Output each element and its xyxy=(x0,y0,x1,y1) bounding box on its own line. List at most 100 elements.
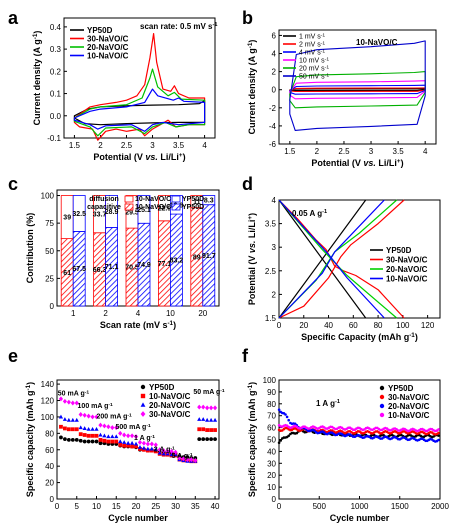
e-point-20-navo-c xyxy=(106,434,111,439)
f-ytick-label: 20 xyxy=(267,471,276,480)
c-ytick-label: 75 xyxy=(45,219,54,228)
e-point-20-navo-c xyxy=(129,440,135,445)
b-xtick-label: 3 xyxy=(369,147,374,156)
e-point-10-navo-c xyxy=(70,427,75,432)
e-point-10-navo-c xyxy=(82,433,87,437)
e-point-20-navo-c xyxy=(94,426,99,431)
b-legend-label-1-mv-s-1: 1 mV s-1 xyxy=(299,32,325,41)
f-y-axis-label: Specific capacity (mAh g-1) xyxy=(247,382,258,497)
e-point-20-navo-c xyxy=(98,432,103,437)
e-point-30-navo-c xyxy=(66,399,71,405)
e-point-30-navo-c xyxy=(209,405,214,411)
e-point-10-navo-c xyxy=(114,439,119,444)
c-bar-yp50d-diffusion xyxy=(72,195,86,232)
c-xtick-label: 20 xyxy=(198,309,207,318)
e-point-20-navo-c xyxy=(110,434,115,439)
e-point-30-navo-c xyxy=(197,404,202,410)
c-xtick-label: 4 xyxy=(136,309,141,318)
e-point-30-navo-c xyxy=(133,434,139,440)
e-point-30-navo-c xyxy=(118,430,123,436)
a-series-20-navo-c xyxy=(73,68,206,137)
e-legend-marker-20-navo-c xyxy=(140,402,146,407)
e-point-30-navo-c xyxy=(185,457,190,463)
e-point-30-navo-c xyxy=(161,448,166,454)
c-data-label-diffusion: 29.5 xyxy=(125,209,139,216)
e-point-yp50d xyxy=(90,439,95,444)
e-point-20-navo-c xyxy=(78,425,83,430)
e-xtick-label: 0 xyxy=(55,502,60,511)
e-point-10-navo-c xyxy=(102,438,107,443)
a-ytick-label: 0.0 xyxy=(50,112,62,121)
e-point-10-navo-c xyxy=(138,447,142,451)
d-legend-label-10-navo-c: 10-NaVO/C xyxy=(386,275,428,284)
panel-label-c: c xyxy=(8,174,18,194)
f-ytick-label: 40 xyxy=(267,447,276,456)
panel-a-cv-comparison: 1.5 2 2.5 3 3.5 4 -0.1 0.0 0.1 0.2 0.3 0.4 Potential… xyxy=(32,17,217,162)
e-point-10-navo-c xyxy=(74,427,79,432)
e-point-30-navo-c xyxy=(102,423,107,429)
e-point-10-navo-c xyxy=(149,448,154,453)
f-ytick-label: 30 xyxy=(267,459,276,468)
d-ytick-label: 3.5 xyxy=(265,220,277,229)
e-point-20-navo-c xyxy=(201,417,206,421)
e-legend-marker-yp50d xyxy=(140,384,146,390)
d-series-10-navo-c-discharge xyxy=(278,199,385,319)
e-plot-frame xyxy=(56,379,220,500)
e-ytick-label: 40 xyxy=(45,462,54,471)
f-ytick-label: 10 xyxy=(267,483,276,492)
e-point-30-navo-c xyxy=(141,440,147,446)
e-point-30-navo-c xyxy=(205,405,210,411)
f-point-20-navo-c xyxy=(285,415,289,419)
e-point-30-navo-c xyxy=(149,441,154,447)
d-xtick-label: 60 xyxy=(349,321,358,330)
e-point-30-navo-c xyxy=(106,424,111,430)
e-rate-label: 5 A g-1 xyxy=(172,451,193,460)
a-legend-label-yp50d: YP50D xyxy=(87,26,113,35)
e-point-30-navo-c xyxy=(86,413,91,419)
d-xtick-label: 20 xyxy=(299,321,308,330)
e-ytick-label: 140 xyxy=(41,380,55,389)
panel-c-contribution-bars: 0 25 50 75 100 39 61 32.5 67.5 1 33.7 66.3 28.9 71.1 2… xyxy=(25,189,220,330)
e-point-30-navo-c xyxy=(62,398,67,404)
b-ytick-label: 6 xyxy=(272,31,277,40)
f-point-20-navo-c xyxy=(437,438,440,442)
e-point-10-navo-c xyxy=(205,428,210,432)
e-point-10-navo-c xyxy=(110,439,115,444)
d-series-10-navo-c-charge xyxy=(278,199,385,319)
d-legend-label-yp50d: YP50D xyxy=(386,246,412,255)
c-legend-header-capacitive: capacitive xyxy=(87,204,121,211)
e-point-30-navo-c xyxy=(74,400,79,406)
a-legend-label-10-navo-c: 10-NaVO/C xyxy=(87,52,129,61)
b-legend-label-50-mv-s-1: 50 mV s-1 xyxy=(299,72,329,81)
e-rate-label: 100 mA g-1 xyxy=(78,401,114,410)
c-data-label-diffusion: 22.9 xyxy=(158,206,172,213)
c-legend-swatch-yp50d-diffusion xyxy=(171,195,181,203)
e-legend-label-30-navo-c: 30-NaVO/C xyxy=(149,410,191,419)
c-data-label-capacitive: 74.9 xyxy=(137,262,151,269)
c-legend-swatch-10-navo-c-capacitive xyxy=(124,203,134,211)
e-point-30-navo-c xyxy=(181,456,186,462)
e-xtick-label: 25 xyxy=(151,502,160,511)
b-y-axis-label: Current density (A g-1) xyxy=(247,40,258,135)
b-xtick-label: 4 xyxy=(423,147,428,156)
e-point-10-navo-c xyxy=(90,433,95,438)
c-bar-yp50d-diffusion xyxy=(202,195,216,206)
e-point-yp50d xyxy=(86,439,91,444)
c-data-label-diffusion: 25.1 xyxy=(137,207,151,214)
a-ytick-label: 0.3 xyxy=(50,45,62,54)
e-point-30-navo-c xyxy=(173,449,178,455)
e-point-yp50d xyxy=(197,437,202,441)
c-data-label-diffusion: 32.5 xyxy=(72,211,86,218)
e-point-30-navo-c xyxy=(78,411,83,417)
e-ytick-label: 80 xyxy=(45,429,54,438)
e-point-30-navo-c xyxy=(122,432,127,438)
f-ytick-label: 80 xyxy=(267,400,276,409)
e-point-10-navo-c xyxy=(106,439,111,444)
e-point-10-navo-c xyxy=(213,428,217,432)
e-point-10-navo-c xyxy=(201,427,206,432)
b-legend-label-2-mv-s-1: 2 mV s-1 xyxy=(299,40,325,49)
e-xtick-label: 35 xyxy=(191,502,200,511)
c-data-label-capacitive: 89 xyxy=(193,254,201,261)
panel-b-cv-scan-rates: 1.5 2 2.5 3 3.5 4 -6 -4 -2 0 2 4 6 Potential (V vs. L… xyxy=(247,29,437,168)
c-data-label-capacitive: 70.5 xyxy=(125,265,139,272)
